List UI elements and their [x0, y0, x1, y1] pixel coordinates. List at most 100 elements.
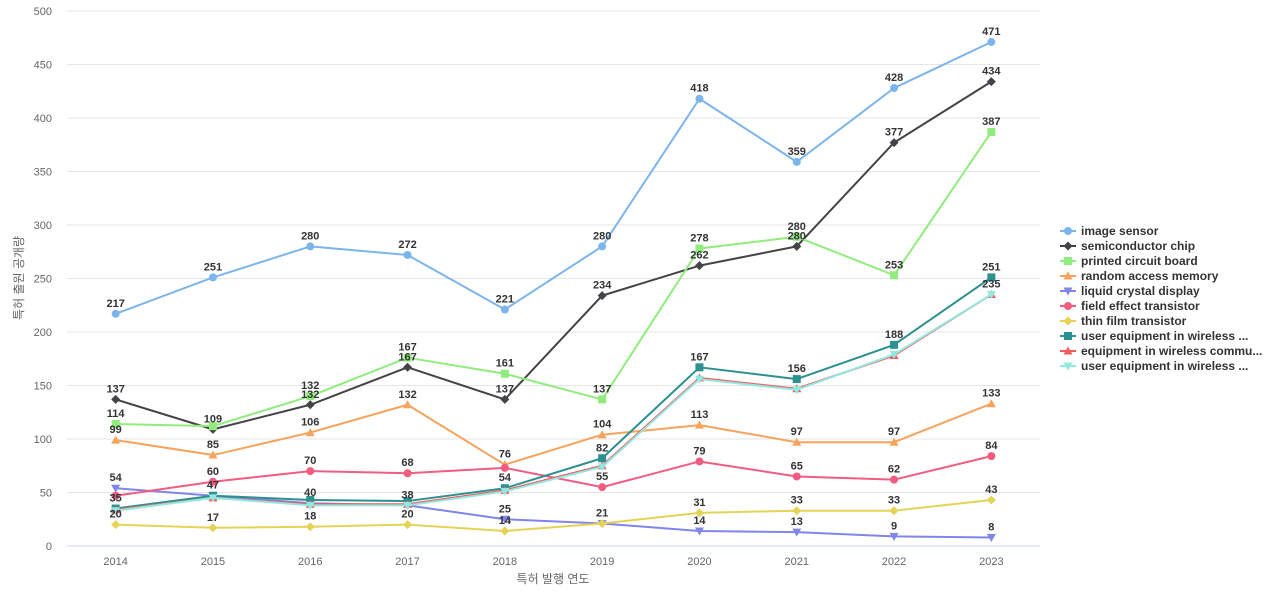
data-point — [695, 363, 704, 372]
data-point — [305, 428, 315, 437]
legend-marker — [1064, 227, 1072, 235]
data-point — [208, 494, 218, 503]
data-label: 8 — [988, 521, 994, 533]
data-point — [695, 94, 704, 103]
data-label: 280 — [301, 230, 319, 242]
data-label: 113 — [691, 409, 709, 421]
data-point — [500, 394, 510, 404]
data-label: 280 — [788, 230, 806, 242]
y-tick-label: 150 — [34, 381, 52, 393]
legend-item[interactable]: thin film transistor — [1060, 314, 1187, 328]
legend-item[interactable]: image sensor — [1060, 224, 1159, 238]
data-label: 9 — [891, 520, 897, 532]
data-label: 68 — [401, 457, 413, 469]
legend-label: random access memory — [1081, 269, 1219, 283]
data-label: 55 — [596, 471, 608, 483]
data-label: 20 — [110, 509, 122, 521]
data-label: 99 — [110, 424, 122, 436]
data-label: 471 — [982, 26, 1000, 38]
legend-item[interactable]: equipment in wireless commu... — [1060, 344, 1262, 358]
data-point — [306, 467, 315, 476]
data-point — [111, 420, 120, 429]
data-point — [986, 77, 996, 87]
legend-item[interactable]: field effect transistor — [1060, 299, 1200, 313]
data-point — [987, 127, 996, 136]
data-label: 387 — [982, 116, 1000, 128]
y-tick-label: 250 — [34, 274, 52, 286]
data-label: 253 — [885, 259, 903, 271]
data-label: 76 — [499, 449, 511, 461]
legend-item[interactable]: user equipment in wireless ... — [1060, 329, 1248, 343]
data-point — [403, 250, 412, 259]
legend-item[interactable]: printed circuit board — [1060, 254, 1198, 268]
data-point — [111, 435, 121, 444]
legend-label: image sensor — [1081, 224, 1159, 238]
data-point — [695, 244, 704, 253]
x-tick-label: 2020 — [687, 556, 711, 568]
data-point — [111, 491, 120, 500]
data-label: 280 — [593, 230, 611, 242]
data-labels: 2172512802722212804183594284711371091321… — [106, 26, 1001, 533]
legend-item[interactable]: random access memory — [1060, 269, 1219, 283]
data-point — [597, 291, 607, 301]
y-axis-title: 특허 출원 공개량 — [12, 236, 26, 320]
data-label: 14 — [693, 515, 706, 527]
data-label: 217 — [106, 298, 124, 310]
series-lines — [111, 38, 996, 542]
data-point — [403, 362, 413, 372]
data-label: 106 — [301, 417, 319, 429]
data-point — [403, 520, 413, 530]
data-point — [694, 508, 704, 518]
data-point — [306, 242, 315, 251]
data-point — [403, 501, 413, 510]
series-line — [115, 402, 992, 466]
data-point — [500, 305, 509, 314]
data-point — [986, 291, 996, 300]
legend-item[interactable]: liquid crystal display — [1060, 284, 1200, 298]
data-label: 97 — [791, 426, 803, 438]
data-label: 97 — [888, 426, 900, 438]
data-point — [986, 533, 996, 542]
series-1 — [111, 38, 996, 318]
data-point — [986, 495, 996, 505]
legend-label: semiconductor chip — [1081, 239, 1195, 253]
data-point — [208, 273, 217, 282]
y-tick-label: 450 — [34, 60, 52, 72]
data-label: 132 — [301, 389, 319, 401]
y-tick-label: 100 — [34, 434, 52, 446]
data-label: 38 — [401, 489, 413, 501]
series-line — [115, 276, 992, 510]
legend-label: liquid crystal display — [1081, 284, 1200, 298]
data-label: 20 — [401, 509, 413, 521]
y-tick-label: 0 — [46, 541, 52, 553]
data-point — [986, 399, 996, 408]
legend-marker — [1063, 241, 1073, 251]
data-point — [890, 84, 899, 93]
data-label: 54 — [110, 472, 123, 484]
data-point — [403, 469, 412, 478]
data-point — [694, 375, 704, 384]
data-label: 18 — [304, 511, 316, 523]
series-7 — [111, 495, 996, 536]
series-line — [115, 498, 992, 533]
data-point — [792, 528, 802, 537]
legend-item[interactable]: user equipment in wireless ... — [1060, 359, 1248, 373]
data-point — [890, 271, 899, 280]
legend-label: equipment in wireless commu... — [1081, 344, 1262, 358]
series-4 — [111, 399, 996, 469]
series-3 — [111, 127, 996, 431]
data-label: 70 — [304, 455, 316, 467]
series-line — [115, 80, 992, 431]
data-label: 43 — [985, 484, 997, 496]
y-tick-label: 350 — [34, 167, 52, 179]
legend-item[interactable]: semiconductor chip — [1060, 239, 1195, 253]
data-point — [987, 273, 996, 282]
data-point — [890, 340, 899, 349]
series-2 — [111, 77, 996, 434]
data-label: 188 — [885, 329, 903, 341]
data-point — [111, 520, 121, 530]
x-tick-label: 2023 — [979, 556, 1003, 568]
data-label: 167 — [398, 351, 416, 363]
